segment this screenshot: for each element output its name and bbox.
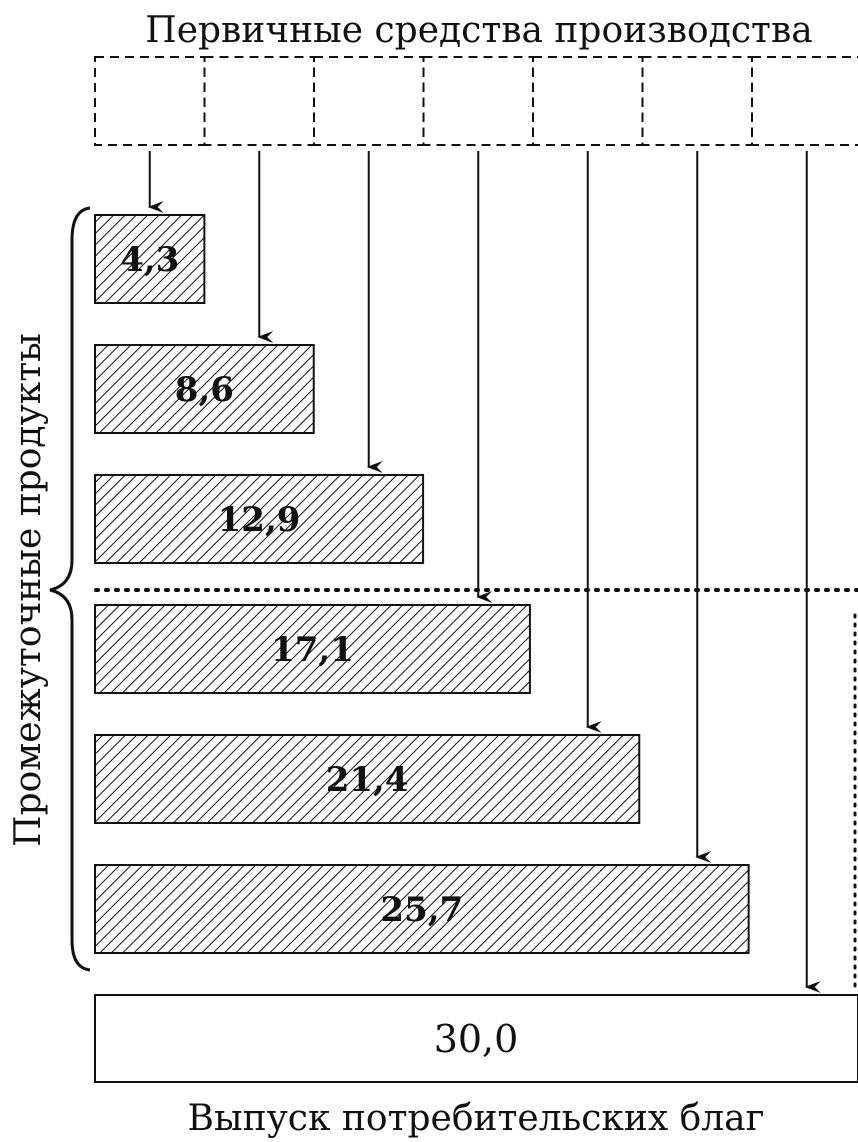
primary-cell-5: [532, 56, 644, 146]
primary-cell-2: [203, 56, 315, 146]
bar-value-label-6: 25,7: [380, 890, 463, 930]
bar-value-label-2: 8,6: [175, 370, 234, 410]
primary-cell-7: [751, 56, 858, 146]
final-output-label: 30,0: [434, 1017, 519, 1061]
intermediate-brace: [49, 206, 91, 972]
final-output-box: [94, 994, 858, 1083]
primary-cell-4: [422, 56, 534, 146]
title-top: Первичные средства производства: [145, 10, 812, 51]
bar-6: [94, 864, 750, 954]
flow-arrows: [147, 151, 821, 993]
intermediate-bars: 4,3 8,6 12,9 17,1 21,4 25,7: [94, 214, 750, 954]
primary-cell-3: [313, 56, 425, 146]
bar-5: [94, 734, 641, 824]
primary-means-row: [94, 56, 858, 146]
bar-3: [94, 474, 425, 564]
bar-4: [94, 604, 531, 694]
bar-value-label-5: 21,4: [326, 760, 409, 800]
bar-2: [94, 344, 315, 434]
bar-value-label-1: 4,3: [120, 240, 179, 280]
bar-1: [94, 214, 206, 304]
primary-cell-6: [641, 56, 753, 146]
side-label: Промежуточные продукты: [8, 333, 49, 847]
bar-value-label-4: 17,1: [271, 630, 354, 670]
bar-value-label-3: 12,9: [218, 500, 301, 540]
primary-cell-1: [94, 56, 206, 146]
title-bottom: Выпуск потребительских благ: [188, 1098, 765, 1139]
